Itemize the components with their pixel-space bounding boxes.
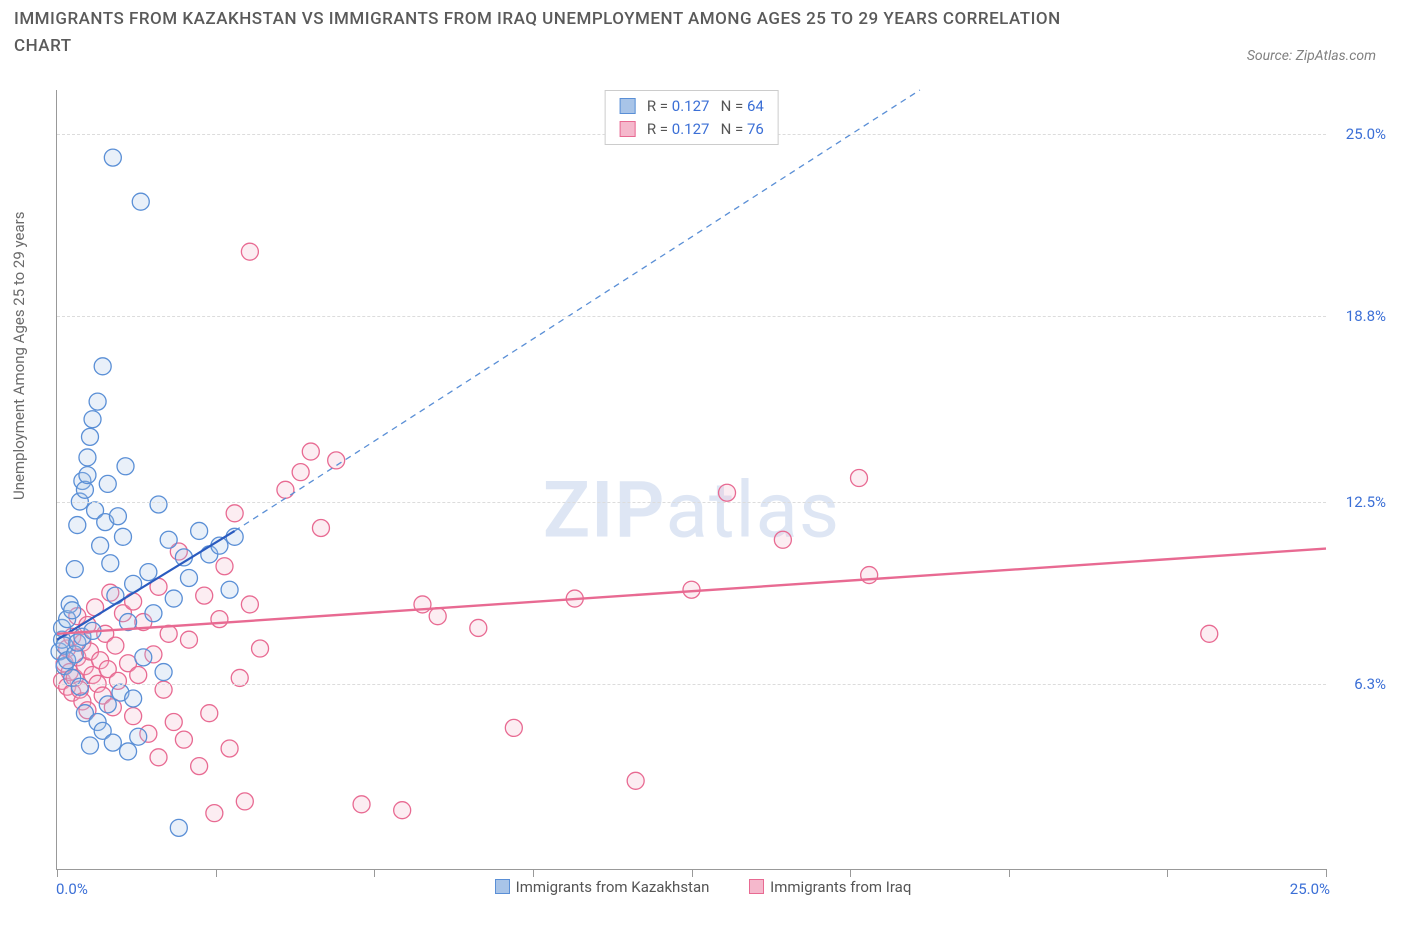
r-value-iraq: 0.127 [672,120,710,138]
legend-swatch-iraq [619,121,635,137]
legend-swatch-kazakhstan [619,98,635,114]
y-tick-label: 6.3% [1354,675,1386,693]
legend-swatch-kz-icon [495,879,510,894]
legend-label-kazakhstan: Immigrants from Kazakhstan [516,878,710,896]
legend-item-iraq: Immigrants from Iraq [749,878,911,896]
y-tick-label: 25.0% [1346,125,1386,143]
chart-area: Unemployment Among Ages 25 to 29 years Z… [0,80,1406,930]
legend-swatch-iq-icon [749,879,764,894]
n-value-kazakhstan: 64 [747,97,764,115]
source-label: Source: ZipAtlas.com [1247,48,1376,64]
plot-region: ZIPatlas R = 0.127 N = 64 R = 0.127 N = … [56,90,1326,870]
chart-title: IMMIGRANTS FROM KAZAKHSTAN VS IMMIGRANTS… [14,6,1114,60]
n-value-iraq: 76 [747,120,764,138]
r-value-kazakhstan: 0.127 [672,97,710,115]
correlation-legend: R = 0.127 N = 64 R = 0.127 N = 76 [604,90,779,145]
y-axis-label: Unemployment Among Ages 25 to 29 years [10,212,28,500]
legend-label-iraq: Immigrants from Iraq [770,878,911,896]
y-tick-label: 12.5% [1346,493,1386,511]
y-tick-label: 18.8% [1346,307,1386,325]
legend-row-kazakhstan: R = 0.127 N = 64 [619,95,764,118]
legend-row-iraq: R = 0.127 N = 76 [619,118,764,141]
legend-item-kazakhstan: Immigrants from Kazakhstan [495,878,710,896]
series-legend: Immigrants from Kazakhstan Immigrants fr… [0,878,1406,896]
scatter-svg [57,90,1326,869]
